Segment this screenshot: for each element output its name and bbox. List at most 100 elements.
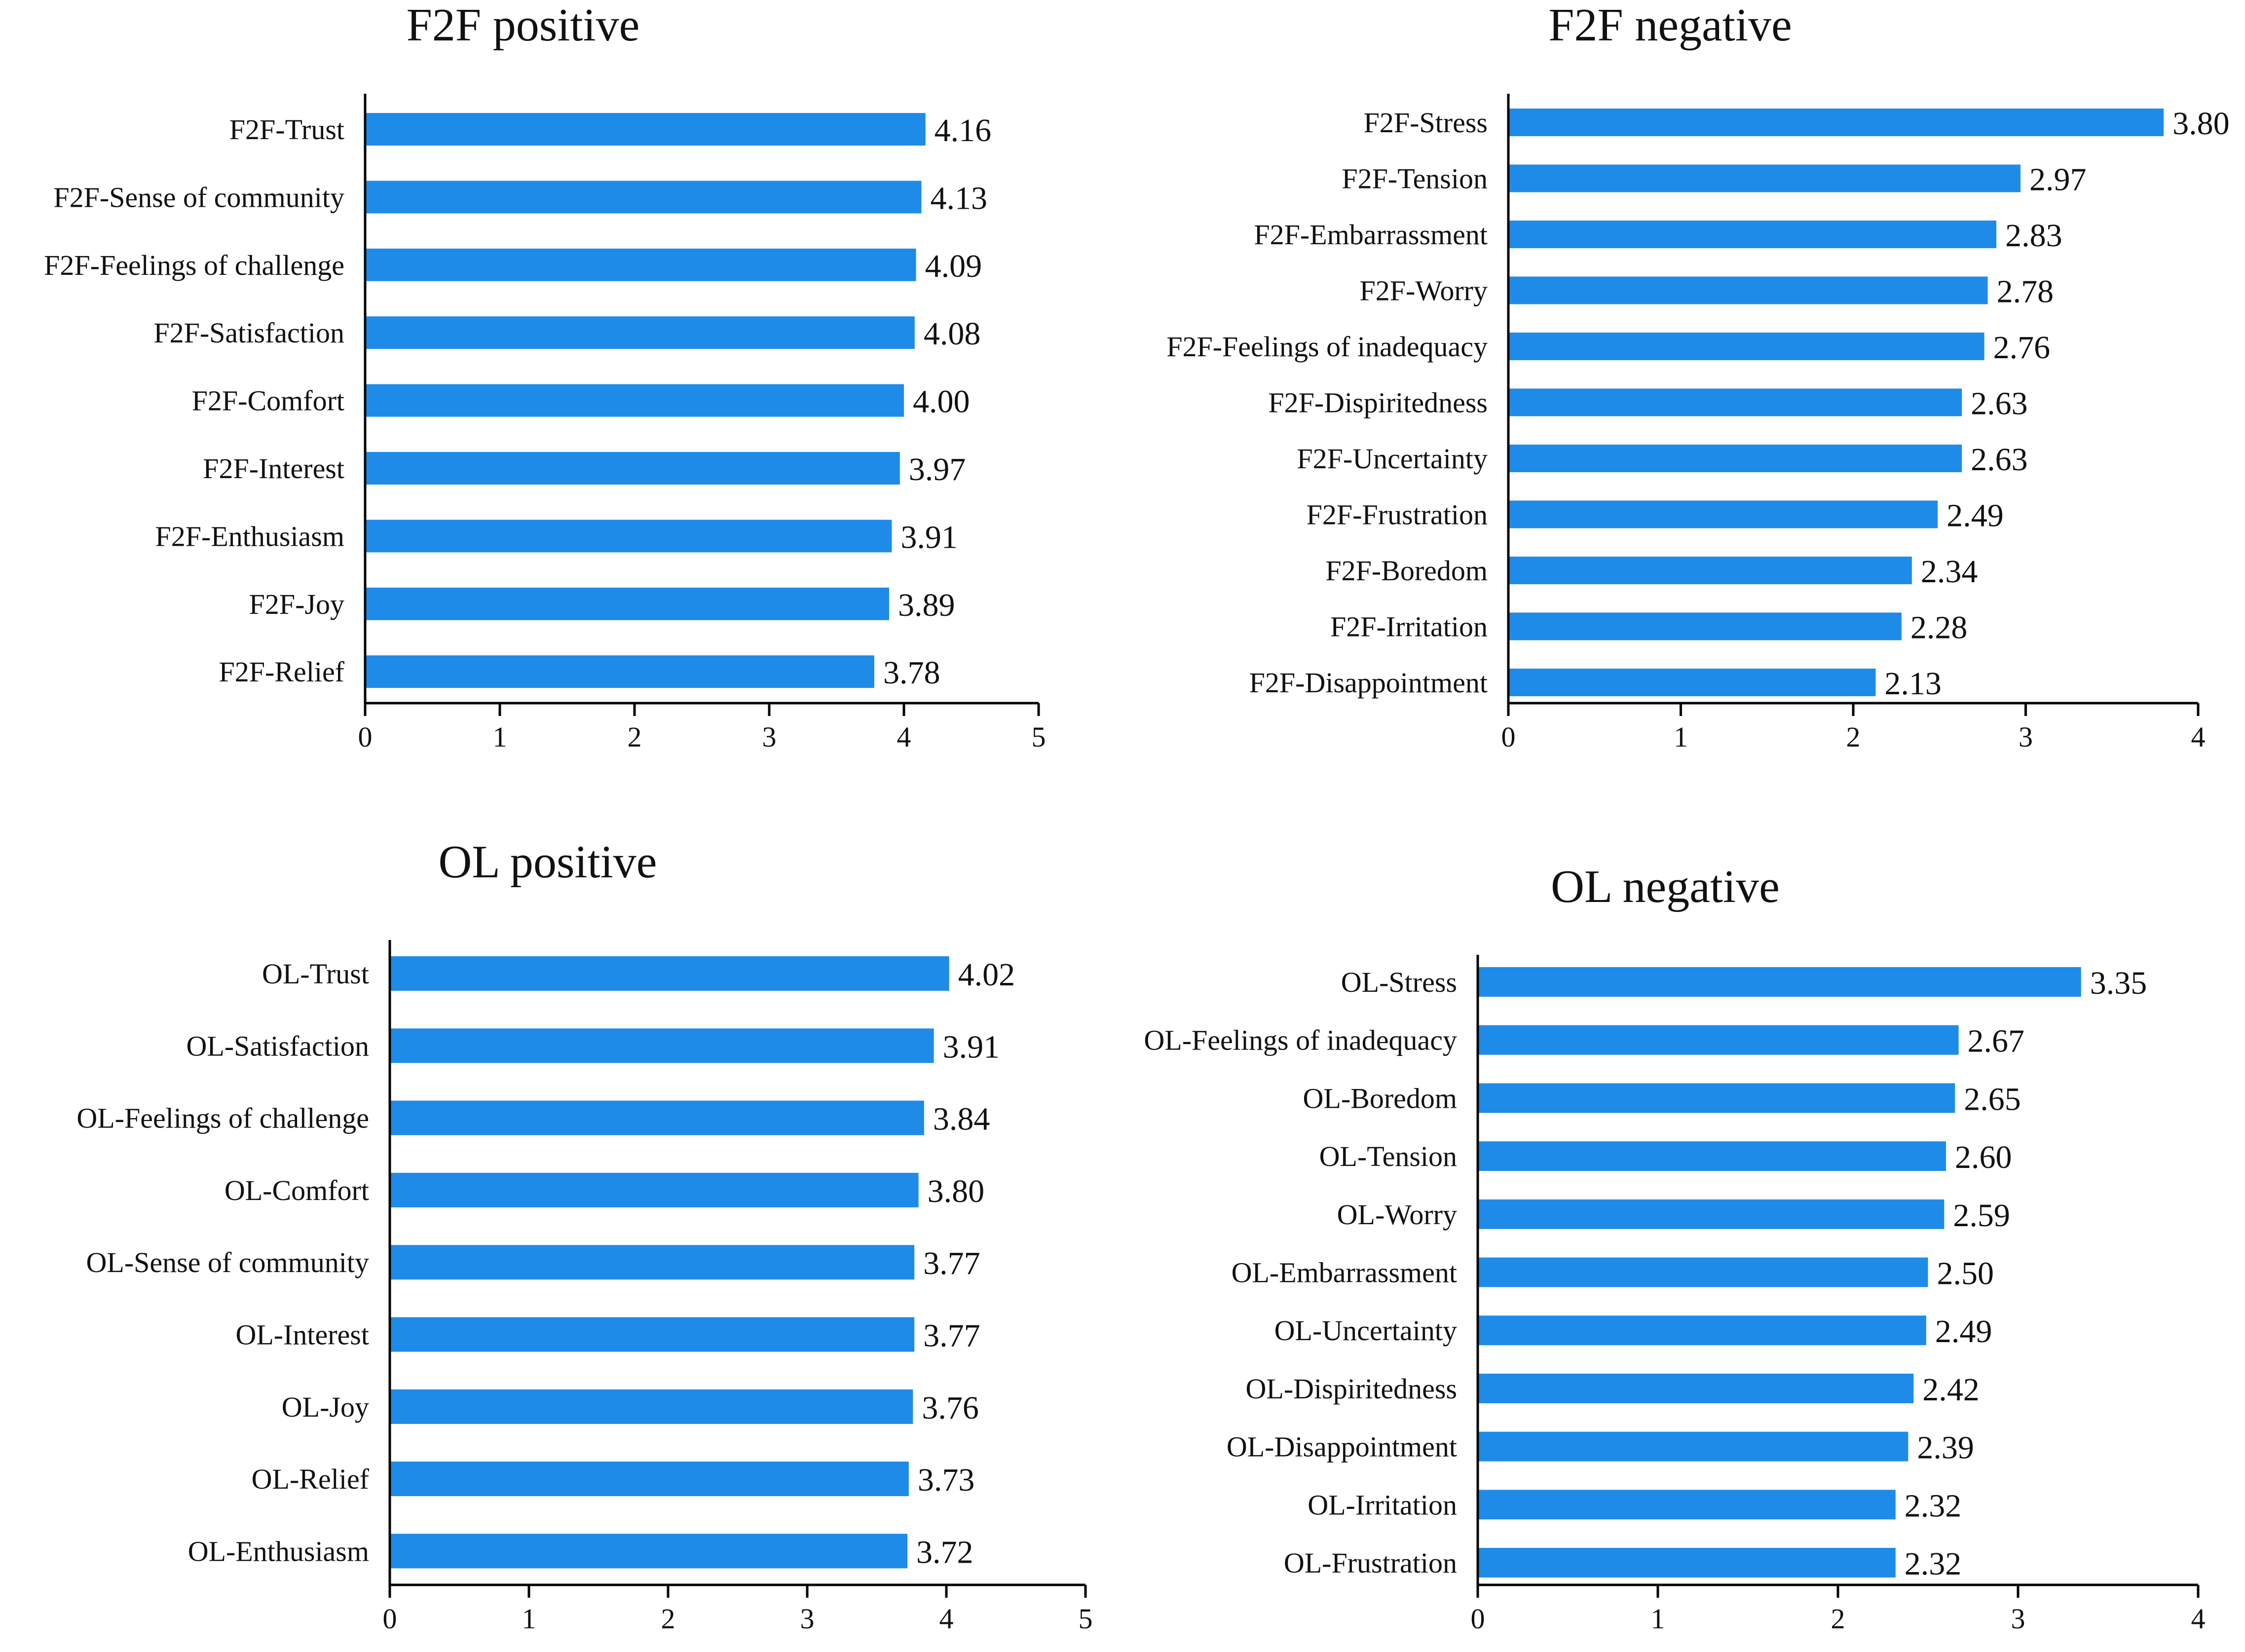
bar-f2f-interest xyxy=(365,452,900,485)
bar-f2f-feelings-of-challenge xyxy=(365,248,916,281)
bar-ol-boredom xyxy=(1478,1083,1955,1113)
bar-f2f-comfort xyxy=(365,384,904,417)
x-tick-label: 4 xyxy=(2191,721,2206,753)
data-label: 3.77 xyxy=(923,1245,980,1281)
bar-ol-disappointment xyxy=(1478,1431,1908,1462)
panel-ol-positive: OL positive OL-Trust 4.02 OL-Satisfaction 3.… xyxy=(76,836,1092,1635)
data-label: 2.42 xyxy=(1922,1372,1980,1408)
category-label: F2F-Sense of community xyxy=(53,181,344,213)
category-label: F2F-Worry xyxy=(1359,275,1488,307)
data-label: 2.28 xyxy=(1910,610,1968,646)
category-label: OL-Enthusiasm xyxy=(188,1535,369,1567)
x-tick-label: 2 xyxy=(1846,721,1861,753)
category-label: F2F-Relief xyxy=(219,656,344,688)
x-tick-label: 3 xyxy=(2011,1603,2025,1635)
category-label: OL-Disappointment xyxy=(1227,1431,1457,1463)
bar-ol-enthusiasm xyxy=(390,1534,908,1569)
data-label: 2.39 xyxy=(1917,1430,1974,1466)
category-label: F2F-Frustration xyxy=(1307,499,1488,531)
x-tick-label: 0 xyxy=(383,1603,397,1635)
data-label: 2.50 xyxy=(1937,1256,1994,1292)
x-tick-label: 1 xyxy=(493,721,507,753)
data-label: 2.63 xyxy=(1971,442,2028,478)
bar-f2f-disappointment xyxy=(1508,669,1876,696)
bar-ol-interest xyxy=(390,1317,915,1352)
category-label: F2F-Feelings of challenge xyxy=(44,249,344,281)
x-tick-label: 3 xyxy=(2019,721,2033,753)
bar-f2f-dispiritedness xyxy=(1508,388,1962,416)
data-label: 3.72 xyxy=(916,1534,973,1570)
x-tick-label: 1 xyxy=(522,1603,536,1635)
data-label: 4.09 xyxy=(925,248,982,284)
bar-f2f-satisfaction xyxy=(365,316,915,349)
category-label: OL-Tension xyxy=(1319,1140,1457,1172)
data-label: 2.34 xyxy=(1921,554,1978,590)
bar-f2f-stress xyxy=(1508,109,2164,136)
data-label: 2.67 xyxy=(1968,1023,2024,1059)
category-label: F2F-Stress xyxy=(1364,107,1488,139)
bar-f2f-feelings-of-inadequacy xyxy=(1508,333,1984,360)
bar-ol-worry xyxy=(1478,1199,1945,1229)
category-label: F2F-Boredom xyxy=(1325,555,1488,587)
data-label: 3.91 xyxy=(943,1029,1000,1065)
bar-ol-frustration xyxy=(1478,1548,1896,1577)
bar-f2f-boredom xyxy=(1508,557,1912,584)
category-label: OL-Interest xyxy=(235,1319,369,1351)
x-tick-label: 2 xyxy=(1831,1603,1845,1635)
category-label: OL-Worry xyxy=(1337,1199,1457,1231)
category-label: F2F-Joy xyxy=(249,588,344,620)
data-label: 3.91 xyxy=(900,519,958,555)
panel-ol-negative: OL negative OL-Stress 3.35 OL-Feelings of i… xyxy=(1144,861,2205,1635)
category-label: OL-Feelings of inadequacy xyxy=(1144,1024,1457,1056)
category-label: F2F-Disappointment xyxy=(1249,667,1488,699)
bar-f2f-tension xyxy=(1508,164,2021,192)
data-label: 3.35 xyxy=(2090,965,2147,1001)
data-label: 4.08 xyxy=(924,316,981,352)
panel-f2f-negative: F2F negative F2F-Stress 3.80 F2F-Tension 2.9… xyxy=(1166,0,2229,753)
bar-ol-satisfaction xyxy=(390,1028,934,1063)
category-label: OL-Feelings of challenge xyxy=(76,1102,369,1134)
data-label: 3.84 xyxy=(933,1101,990,1137)
bar-ol-uncertainty xyxy=(1478,1315,1926,1346)
chart-title: OL positive xyxy=(439,836,657,888)
bar-ol-irritation xyxy=(1478,1490,1896,1520)
data-label: 2.63 xyxy=(1971,386,2028,422)
bar-f2f-embarrassment xyxy=(1508,221,1997,248)
data-label: 2.60 xyxy=(1955,1139,2012,1175)
data-label: 3.76 xyxy=(922,1390,979,1426)
category-label: OL-Relief xyxy=(252,1463,370,1495)
category-label: OL-Trust xyxy=(262,958,369,990)
category-label: OL-Uncertainty xyxy=(1274,1314,1457,1347)
category-label: F2F-Enthusiasm xyxy=(155,520,345,552)
data-label: 3.97 xyxy=(909,451,966,488)
bar-ol-tension xyxy=(1478,1141,1946,1171)
bar-ol-comfort xyxy=(390,1172,919,1207)
bar-f2f-enthusiasm xyxy=(365,520,892,553)
category-label: F2F-Trust xyxy=(229,113,344,146)
chart-title: OL negative xyxy=(1551,861,1780,912)
category-label: F2F-Satisfaction xyxy=(153,317,344,349)
bar-ol-trust xyxy=(390,956,949,991)
category-label: OL-Boredom xyxy=(1303,1082,1458,1114)
bar-ol-relief xyxy=(390,1462,909,1497)
data-label: 2.13 xyxy=(1884,666,1942,702)
category-label: F2F-Interest xyxy=(203,452,344,485)
bar-f2f-frustration xyxy=(1508,500,1938,528)
bar-ol-stress xyxy=(1478,967,2081,997)
data-label: 3.73 xyxy=(918,1462,975,1498)
data-label: 3.77 xyxy=(923,1318,980,1354)
category-label: OL-Dispiritedness xyxy=(1246,1373,1458,1405)
category-label: OL-Embarrassment xyxy=(1232,1257,1457,1289)
x-tick-label: 4 xyxy=(939,1603,954,1635)
data-label: 4.13 xyxy=(930,180,987,216)
data-label: 2.59 xyxy=(1953,1198,2010,1234)
x-tick-label: 4 xyxy=(897,721,911,753)
bar-f2f-sense-of-community xyxy=(365,181,922,214)
data-label: 2.49 xyxy=(1935,1314,1992,1350)
x-tick-label: 0 xyxy=(1471,1603,1485,1635)
x-tick-label: 2 xyxy=(661,1603,675,1635)
x-tick-label: 1 xyxy=(1651,1603,1665,1635)
data-label: 2.65 xyxy=(1964,1081,2021,1117)
x-tick-label: 5 xyxy=(1032,721,1046,753)
